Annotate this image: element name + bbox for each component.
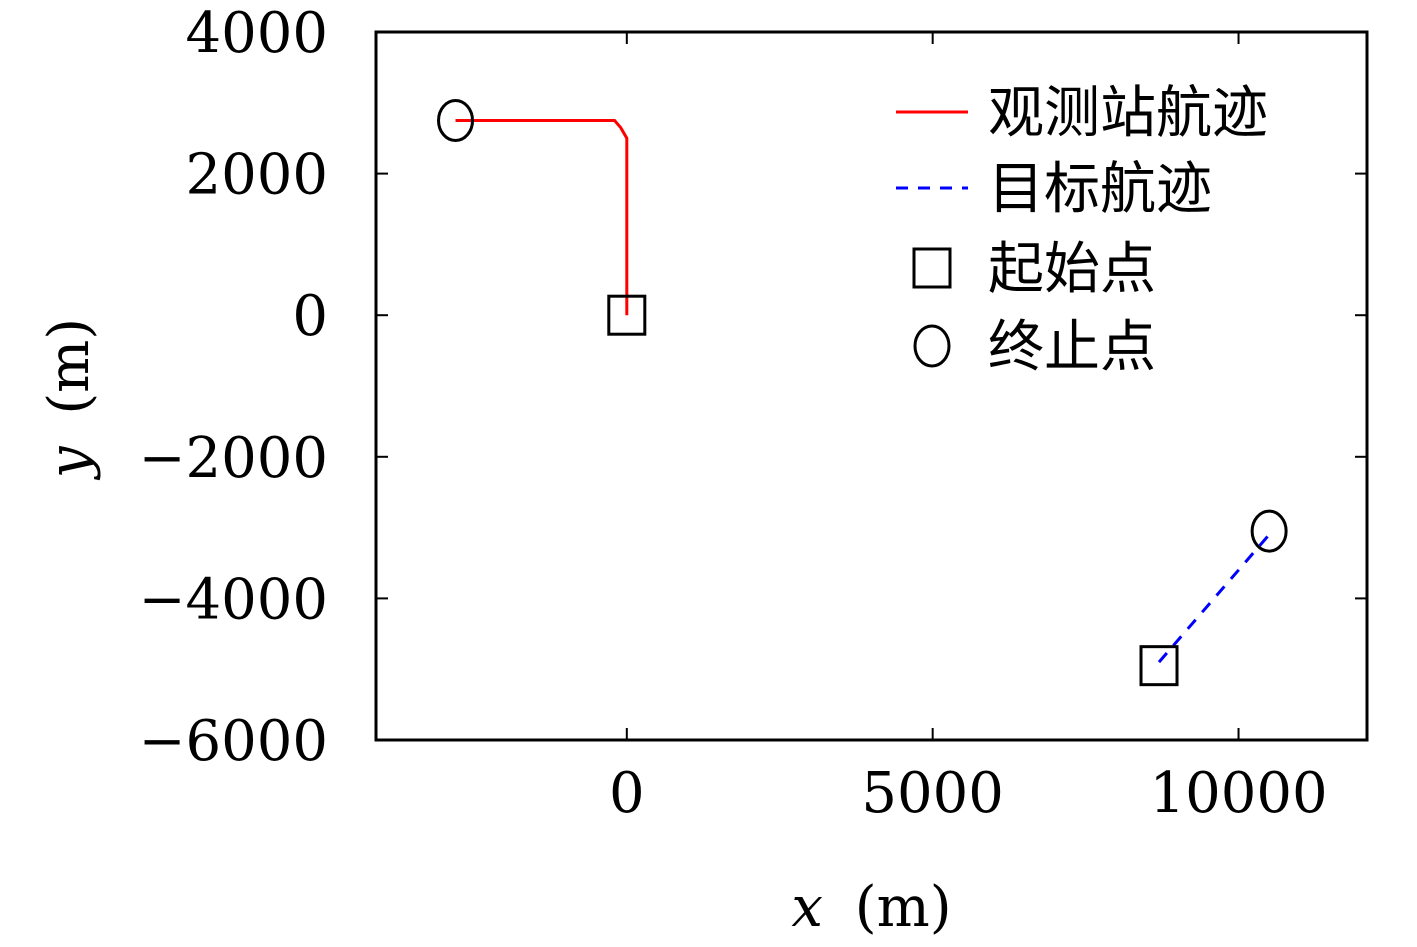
axis-ticks [376,31,1367,741]
x-tick-label: 0 [609,761,645,826]
y-tick-label: 0 [292,284,328,349]
end-marker [1250,509,1288,553]
y-axis-label-unit: (m) [37,318,102,415]
y-tick-label: −6000 [139,709,328,774]
legend-label: 目标航迹 [988,157,1212,222]
axes-frame [374,30,1369,742]
y-tick-label: 4000 [185,1,328,66]
end-marker [437,99,475,142]
x-tick-label: 10000 [1149,761,1327,826]
legend-label: 终止点 [988,315,1156,380]
series-line [455,119,629,316]
series-line [1157,533,1271,664]
x-tick-label: 5000 [861,761,1004,826]
y-tick-label: −4000 [139,567,328,632]
x-axis-label-var: x [791,875,823,940]
plot-area [437,99,1288,687]
tick-labels: 0 5000 10000 −6000 −4000 −2000 0 2000 4000 [139,1,1328,826]
y-axis-label-var: y [37,445,102,481]
y-tick-label: 2000 [185,143,328,208]
legend-label: 起始点 [988,237,1156,302]
y-axis-label: y (m) [37,318,102,481]
legend-label: 观测站航迹 [988,81,1268,146]
x-axis-label-unit: (m) [855,875,952,940]
start-marker [1139,645,1179,687]
legend-marker [912,247,952,289]
y-tick-label: −2000 [139,426,328,491]
start-marker [607,294,647,336]
x-axis-label: x (m) [791,875,951,940]
legend-marker [913,324,951,368]
